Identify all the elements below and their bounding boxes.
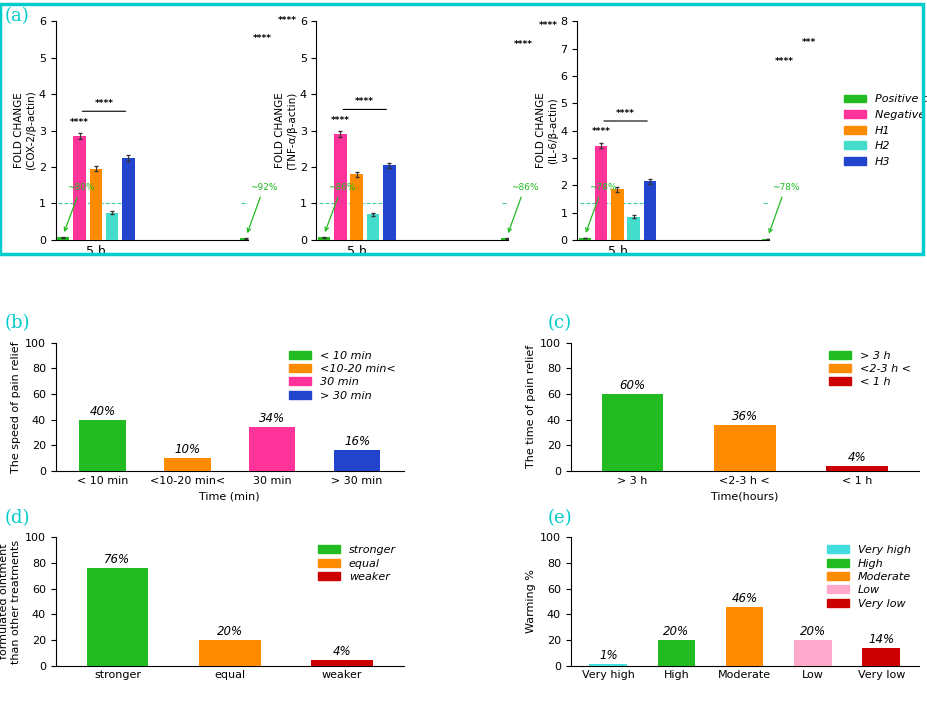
Bar	[761, 239, 773, 240]
Text: 76%: 76%	[104, 553, 131, 566]
Text: ****: ****	[277, 16, 297, 25]
Text: 20%: 20%	[663, 625, 689, 638]
Bar	[627, 217, 640, 240]
Text: ~78%: ~78%	[768, 183, 798, 232]
Bar	[549, 220, 562, 240]
Bar	[350, 174, 362, 240]
Text: 4%: 4%	[846, 451, 866, 464]
Text: ****: ****	[538, 21, 557, 30]
Text: ~78%: ~78%	[585, 183, 616, 232]
Bar	[106, 212, 119, 240]
Bar	[73, 136, 85, 240]
X-axis label: Time (min): Time (min)	[199, 491, 260, 501]
Bar	[777, 74, 790, 240]
Text: ****: ****	[591, 127, 610, 137]
Text: ~80%: ~80%	[64, 183, 95, 231]
Text: 4%: 4%	[332, 646, 351, 658]
Bar	[317, 237, 330, 240]
Text: 34%: 34%	[259, 412, 285, 426]
Bar	[198, 640, 260, 666]
Text: 40%: 40%	[89, 405, 115, 418]
Bar	[643, 181, 655, 240]
Y-axis label: The speed of pain relief: The speed of pain relief	[11, 341, 20, 473]
Bar	[240, 239, 252, 240]
Text: (a): (a)	[5, 7, 30, 25]
Bar	[809, 222, 822, 240]
Bar	[334, 450, 380, 471]
Bar	[601, 394, 663, 471]
Bar	[578, 238, 590, 240]
Bar	[861, 648, 899, 666]
Text: ****: ****	[616, 109, 634, 118]
Legend: > 3 h, <2-3 h <, < 1 h: > 3 h, <2-3 h <, < 1 h	[826, 348, 912, 389]
Text: (d): (d)	[5, 509, 30, 527]
Y-axis label: effectiveness (%) of the
formulated ointment
than other treatments: effectiveness (%) of the formulated oint…	[0, 535, 20, 668]
Bar	[794, 640, 831, 666]
Text: ****: ****	[70, 118, 89, 127]
Text: ~92%: ~92%	[247, 183, 277, 232]
Text: (e): (e)	[547, 509, 572, 527]
Text: ****: ****	[514, 40, 532, 49]
Bar	[86, 569, 148, 666]
Bar	[611, 189, 623, 240]
Bar	[89, 169, 102, 240]
Text: 10%: 10%	[174, 443, 200, 456]
Bar	[383, 165, 395, 240]
X-axis label: Time(hours): Time(hours)	[710, 491, 778, 501]
Bar	[164, 458, 210, 471]
Y-axis label: FOLD CHANGE
(IL-6/β-actin): FOLD CHANGE (IL-6/β-actin)	[536, 93, 557, 169]
Legend: < 10 min, <10-20 min<, 30 min, > 30 min: < 10 min, <10-20 min<, 30 min, > 30 min	[286, 348, 398, 403]
Bar	[825, 466, 887, 471]
Text: ~86%: ~86%	[324, 183, 355, 231]
Text: ~86%: ~86%	[508, 183, 538, 232]
Bar	[311, 661, 373, 666]
Text: ***: ***	[801, 38, 815, 47]
Text: 1%: 1%	[598, 649, 616, 662]
Legend: Very high, High, Moderate, Low, Very low: Very high, High, Moderate, Low, Very low	[823, 543, 912, 611]
Bar	[794, 208, 806, 240]
Bar	[713, 425, 775, 471]
Bar	[273, 202, 285, 240]
Legend: stronger, equal, weaker: stronger, equal, weaker	[315, 543, 398, 584]
Text: 46%: 46%	[730, 592, 757, 605]
Bar	[256, 52, 269, 240]
Bar	[366, 215, 379, 240]
Y-axis label: FOLD CHANGE
(TNF-α/β-actin): FOLD CHANGE (TNF-α/β-actin)	[275, 91, 297, 170]
Text: ****: ****	[95, 99, 113, 108]
Text: ****: ****	[253, 34, 272, 43]
Text: ****: ****	[355, 97, 374, 106]
Bar	[657, 640, 694, 666]
Bar	[305, 187, 317, 240]
Bar	[565, 200, 578, 240]
Bar	[122, 158, 134, 240]
Text: 60%: 60%	[618, 379, 645, 392]
Text: 20%: 20%	[799, 625, 825, 638]
Text: 14%: 14%	[867, 633, 894, 646]
Bar	[589, 664, 627, 666]
Bar	[725, 607, 763, 666]
Text: (b): (b)	[5, 314, 30, 332]
Text: 36%: 36%	[730, 410, 757, 423]
Bar	[334, 135, 346, 240]
Text: ****: ****	[330, 115, 349, 125]
Y-axis label: The time of pain relief: The time of pain relief	[526, 346, 535, 469]
Text: 20%: 20%	[216, 625, 243, 638]
Bar	[501, 239, 513, 240]
Y-axis label: FOLD CHANGE
(COX-2/β-actin): FOLD CHANGE (COX-2/β-actin)	[15, 91, 36, 171]
Text: 16%: 16%	[344, 435, 370, 448]
Text: (c): (c)	[547, 314, 571, 332]
Bar	[516, 57, 529, 240]
Bar	[79, 420, 125, 471]
Bar	[288, 218, 301, 240]
Y-axis label: Warming %: Warming %	[526, 569, 535, 634]
Bar	[533, 205, 545, 240]
Bar	[594, 146, 607, 240]
Legend: Positive control, Negative control, H1, H2, H3: Positive control, Negative control, H1, …	[843, 94, 927, 166]
Text: ****: ****	[774, 57, 793, 66]
Bar	[57, 237, 70, 240]
Bar	[248, 428, 295, 471]
Bar	[826, 196, 839, 240]
